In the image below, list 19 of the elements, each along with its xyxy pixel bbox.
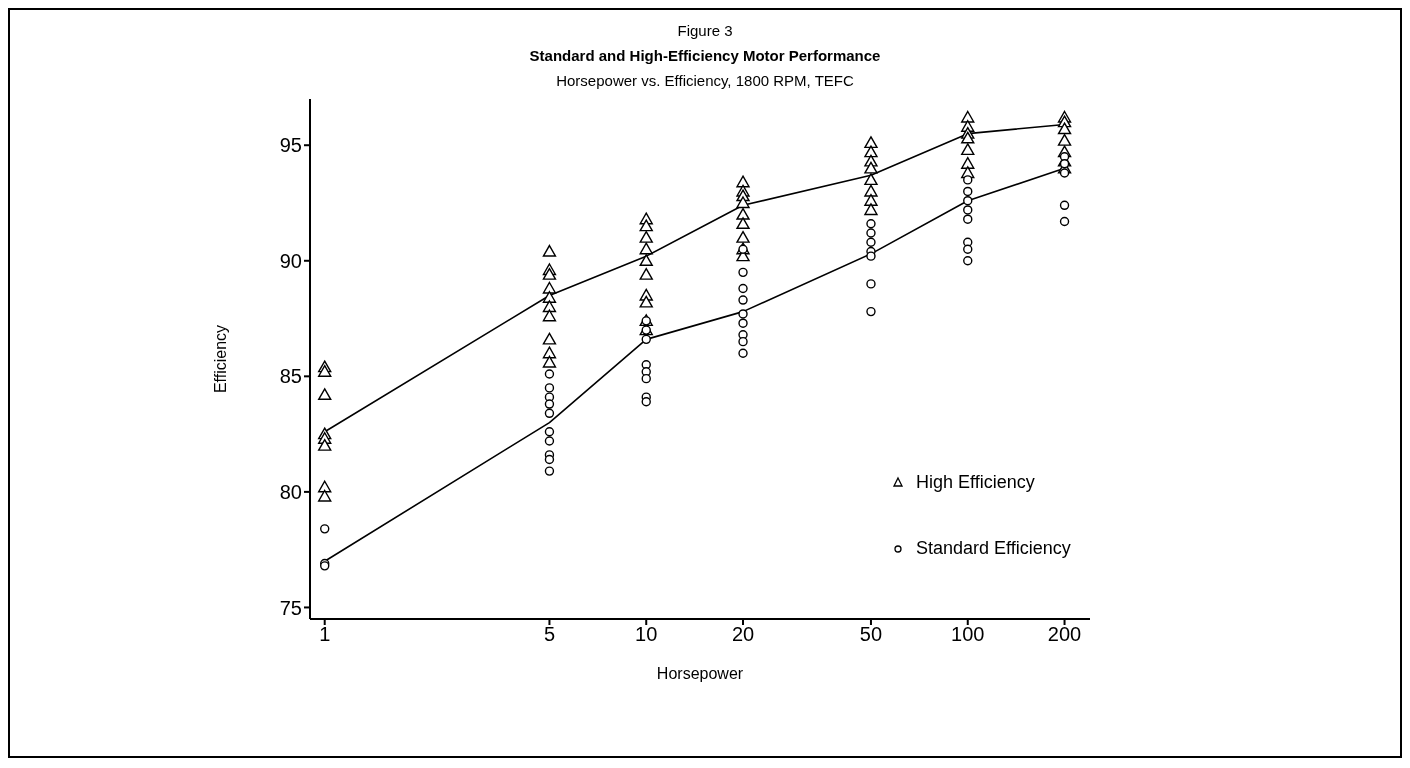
y-axis-title: Efficiency	[211, 324, 229, 394]
x-tick-label: 200	[1047, 623, 1082, 646]
x-tick-label: 100	[951, 623, 985, 646]
chart-subtitle: Horsepower vs. Efficiency, 1800 RPM, TEFC	[555, 72, 855, 89]
chart-title: Standard and High-Efficiency Motor Performance	[528, 47, 882, 64]
y-tick-label: 90	[279, 249, 302, 272]
caption: Figure 3	[676, 22, 734, 39]
x-tick-label: 5	[543, 623, 556, 646]
x-axis-title: Horsepower	[656, 665, 744, 682]
x-tick-label: 50	[859, 623, 883, 646]
x-tick-label: 1	[319, 623, 331, 646]
y-tick-label: 95	[279, 134, 302, 157]
y-tick-label: 85	[279, 365, 302, 388]
x-tick-label: 20	[731, 623, 755, 646]
legend-label: Standard Efficiency	[916, 537, 1071, 559]
legend-label: High Efficiency	[916, 471, 1035, 493]
y-tick-label: 75	[279, 596, 302, 619]
x-tick-label: 10	[635, 623, 658, 646]
y-tick-label: 80	[279, 480, 302, 503]
